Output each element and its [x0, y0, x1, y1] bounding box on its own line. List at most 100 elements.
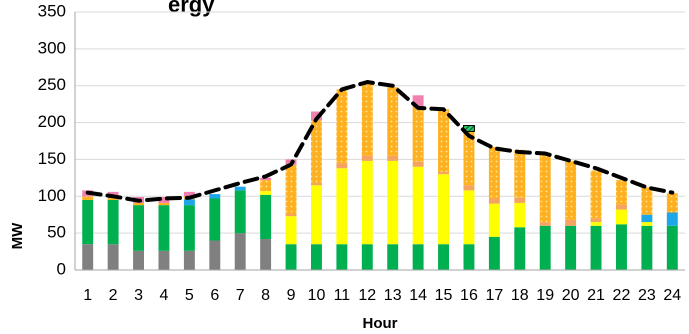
- bar-segment-s2-h17: [488, 236, 500, 270]
- bar-segment-s3-h17: [488, 203, 500, 237]
- bar-segment-s2-h16: [463, 244, 475, 270]
- bar-segment-s7-h23: [641, 187, 653, 215]
- bar-segment-s3-h10: [310, 185, 322, 245]
- x-tick-label: 21: [587, 287, 605, 304]
- bar-segment-s2-h20: [565, 225, 577, 270]
- bar-segment-s6-h12: [361, 155, 373, 161]
- bar-segment-s7-h9: [285, 164, 297, 214]
- bar-segment-s7-h1: [82, 196, 94, 200]
- bar-segment-s7-h2: [107, 197, 119, 200]
- y-axis-label: MW: [9, 222, 26, 249]
- bar-segment-s2-h3: [133, 205, 145, 251]
- bar-segment-s3-h21: [590, 222, 602, 226]
- bar-segment-s3-h12: [361, 160, 373, 245]
- x-tick-label: 19: [536, 287, 554, 304]
- bar-segment-s2-h11: [336, 244, 348, 270]
- x-tick-label: 1: [83, 287, 92, 304]
- x-tick-label: 14: [409, 287, 427, 304]
- bar-segment-s2-h8: [260, 194, 272, 240]
- bar-segment-s2-h22: [615, 224, 627, 270]
- y-tick-label: 200: [38, 112, 66, 131]
- bar-segment-s2-h4: [158, 205, 170, 251]
- x-tick-label: 18: [511, 287, 529, 304]
- bar-segment-s3-h14: [412, 166, 424, 245]
- bar-segment-s1-h2: [107, 244, 119, 270]
- bar-segment-s2-h7: [234, 190, 246, 234]
- x-tick-label: 9: [287, 287, 296, 304]
- x-tick-label: 20: [562, 287, 580, 304]
- x-tick-label: 24: [663, 287, 681, 304]
- bar-segment-s7-h19: [539, 153, 551, 223]
- x-tick-label: 2: [109, 287, 118, 304]
- bar-segment-s7-h12: [361, 82, 373, 156]
- bar-segment-s2-h21: [590, 225, 602, 270]
- bar-segment-s3-h15: [438, 174, 450, 245]
- y-tick-label: 350: [38, 1, 66, 20]
- y-tick-label: 250: [38, 75, 66, 94]
- x-tick-label: 22: [613, 287, 631, 304]
- bar-segment-s2-h18: [514, 227, 526, 270]
- bar-segment-s6-h18: [514, 197, 526, 203]
- x-tick-label: 17: [485, 287, 503, 304]
- bar-segment-s2-h5: [183, 205, 195, 251]
- x-tick-label: 4: [160, 287, 169, 304]
- bar-segment-s7-h14: [412, 106, 424, 162]
- y-tick-label: 0: [57, 259, 66, 278]
- bar-segment-s7-h17: [488, 146, 500, 199]
- bar-segment-s1-h6: [209, 240, 221, 270]
- bar-segment-s8-h5: [183, 191, 195, 197]
- bar-segment-s7-h16: [463, 131, 475, 186]
- bar-segment-s1-h1: [82, 244, 94, 270]
- bar-segment-s6-h19: [539, 222, 551, 226]
- bar-segment-s2-h2: [107, 199, 119, 245]
- bar-segment-s7-h11: [336, 89, 348, 164]
- bar-segment-s2-h13: [387, 244, 399, 270]
- bar-segment-s3-h11: [336, 168, 348, 245]
- bar-segment-s5-h23: [641, 214, 653, 223]
- bar-segment-s2-h10: [310, 244, 322, 270]
- bar-segment-s2-h15: [438, 244, 450, 270]
- y-tick-label: 300: [38, 38, 66, 57]
- x-tick-label: 6: [210, 287, 219, 304]
- bar-segment-s6-h13: [387, 155, 399, 161]
- bar-segment-s7-h20: [565, 160, 577, 220]
- bar-segment-s6-h15: [438, 171, 450, 175]
- bar-segment-s3-h22: [615, 209, 627, 225]
- bar-segment-s3-h16: [463, 190, 475, 245]
- bar-segment-s3-h8: [260, 191, 272, 195]
- bar-segment-s2-h23: [641, 225, 653, 270]
- bar-segment-s5-h6: [209, 194, 221, 199]
- bar-segment-s2-h1: [82, 199, 94, 245]
- bar-segment-s2-h9: [285, 244, 297, 270]
- bar-segment-s7-h18: [514, 149, 526, 198]
- bar-segment-s1-h7: [234, 233, 246, 270]
- x-tick-label: 13: [384, 287, 402, 304]
- bar-segment-s3-h9: [285, 216, 297, 245]
- bar-segment-s1-h8: [260, 239, 272, 270]
- load-line: [85, 80, 675, 203]
- x-tick-label: 8: [261, 287, 270, 304]
- bar-segment-s6-h20: [565, 219, 577, 226]
- x-axis-label: Hour: [363, 315, 398, 332]
- bar-segment-s1-h4: [158, 250, 170, 270]
- bar-segment-s7-h8: [260, 180, 272, 192]
- bar-segment-s6-h11: [336, 163, 348, 169]
- bar-segment-s3-h18: [514, 202, 526, 228]
- bar-segment-s6-h16: [463, 185, 475, 191]
- x-tick-label: 16: [460, 287, 478, 304]
- x-tick-label: 10: [308, 287, 326, 304]
- bar-segment-s8-h4: [158, 197, 170, 203]
- bar-segment-s7-h4: [158, 202, 170, 206]
- y-tick-label: 150: [38, 149, 66, 168]
- bar-segment-s6-h22: [615, 204, 627, 210]
- bar-segment-s2-h14: [412, 244, 424, 270]
- bar-segment-s5-h5: [183, 199, 195, 206]
- bar-segment-s7-h24: [666, 193, 678, 213]
- bar-segment-s7-h15: [438, 109, 450, 172]
- bar-segment-s5-h7: [234, 186, 246, 191]
- x-tick-label: 7: [236, 287, 245, 304]
- x-tick-label: 15: [435, 287, 453, 304]
- bar-segment-s2-h19: [539, 225, 551, 270]
